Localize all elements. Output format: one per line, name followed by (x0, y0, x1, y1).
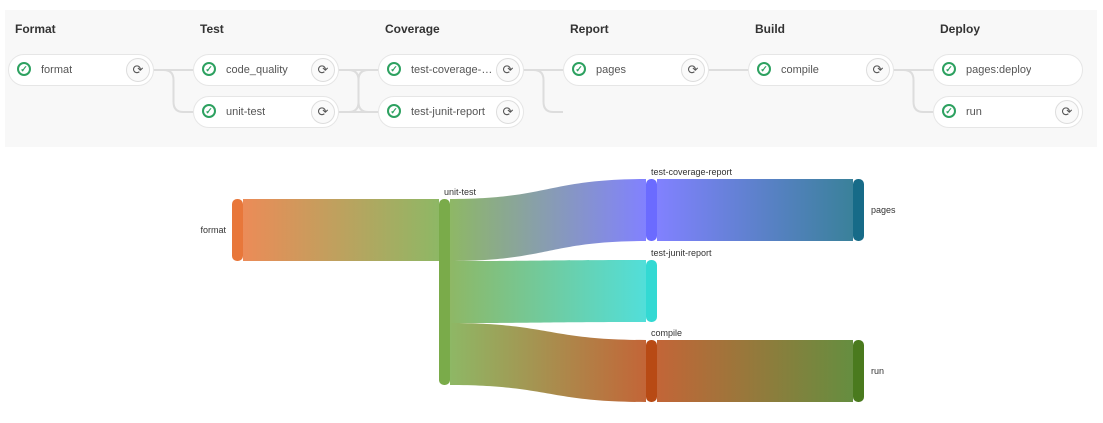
job-name: pages:deploy (966, 64, 1032, 76)
stage-title: Test (200, 22, 224, 36)
job-test-coverage-report[interactable]: ✓ test-coverage-report⟳ (378, 54, 524, 86)
check-circle-icon: ✓ (202, 104, 216, 118)
retry-icon[interactable]: ⟳ (1055, 100, 1079, 124)
sankey-diagram: format unit-test test-coverage-report test-… (200, 167, 896, 402)
check-circle-icon: ✓ (202, 62, 216, 76)
link-unit-test-to-compile (450, 323, 646, 402)
retry-icon[interactable]: ⟳ (496, 100, 520, 124)
node-label: pages (871, 205, 896, 215)
node-format[interactable] (232, 199, 243, 261)
job-name: format (41, 64, 73, 76)
job-pages[interactable]: ✓ pages ⟳ (563, 54, 709, 86)
job-connectors (154, 69, 933, 113)
retry-icon[interactable]: ⟳ (311, 100, 335, 124)
stage-title: Report (570, 22, 609, 36)
link-compile-to-run (657, 340, 853, 402)
job-name: test-junit-report (411, 106, 485, 118)
retry-icon[interactable]: ⟳ (311, 58, 335, 82)
node-compile[interactable] (646, 340, 657, 402)
check-circle-icon: ✓ (17, 62, 31, 76)
job-name: code_quality (226, 64, 288, 76)
check-circle-icon: ✓ (757, 62, 771, 76)
node-label: format (200, 225, 226, 235)
job-name: compile (781, 64, 819, 76)
stage-title: Deploy (940, 22, 981, 36)
job-pages-deploy[interactable]: ✓ pages:deploy (933, 54, 1083, 86)
node-label: run (871, 366, 884, 376)
job-name: pages (596, 64, 626, 76)
job-format[interactable]: ✓ format ⟳ (8, 54, 154, 86)
node-label: unit-test (444, 187, 477, 197)
check-circle-icon: ✓ (387, 62, 401, 76)
connector-line (339, 69, 378, 113)
check-circle-icon: ✓ (942, 104, 956, 118)
job-run[interactable]: ✓ run ⟳ (933, 96, 1083, 128)
check-circle-icon: ✓ (942, 62, 956, 76)
job-unit-test[interactable]: ✓ unit-test ⟳ (193, 96, 339, 128)
node-test-coverage-report[interactable] (646, 179, 657, 241)
link-test-coverage-report-to-pages (657, 179, 853, 241)
node-unit-test[interactable] (439, 199, 450, 385)
link-unit-test-to-test-junit-report (450, 260, 646, 323)
connector-line (894, 69, 933, 113)
stage-title: Coverage (385, 22, 440, 36)
stage-title: Build (755, 22, 785, 36)
link-unit-test-to-test-coverage-report (450, 179, 646, 261)
retry-icon[interactable]: ⟳ (496, 58, 520, 82)
stage-title: Format (15, 22, 56, 36)
check-circle-icon: ✓ (572, 62, 586, 76)
node-pages[interactable] (853, 179, 864, 241)
job-name: test-coverage-report (411, 64, 495, 76)
pipeline-graph: Format ✓ format ⟳ Test ✓ code_quality ⟳ ✓ unit… (5, 10, 1097, 147)
connector-line (154, 69, 193, 113)
check-circle-icon: ✓ (387, 104, 401, 118)
retry-icon[interactable]: ⟳ (126, 58, 150, 82)
job-name: unit-test (226, 106, 266, 118)
job-code-quality[interactable]: ✓ code_quality ⟳ (193, 54, 339, 86)
job-name: run (966, 106, 982, 118)
job-compile[interactable]: ✓ compile ⟳ (748, 54, 894, 86)
node-label: test-coverage-report (651, 167, 733, 177)
link-format-to-unit-test (243, 199, 439, 261)
node-label: test-junit-report (651, 248, 712, 258)
node-run[interactable] (853, 340, 864, 402)
job-test-junit-report[interactable]: ✓ test-junit-report ⟳ (378, 96, 524, 128)
node-test-junit-report[interactable] (646, 260, 657, 322)
retry-icon[interactable]: ⟳ (866, 58, 890, 82)
connector-line (524, 69, 563, 113)
node-label: compile (651, 328, 682, 338)
retry-icon[interactable]: ⟳ (681, 58, 705, 82)
